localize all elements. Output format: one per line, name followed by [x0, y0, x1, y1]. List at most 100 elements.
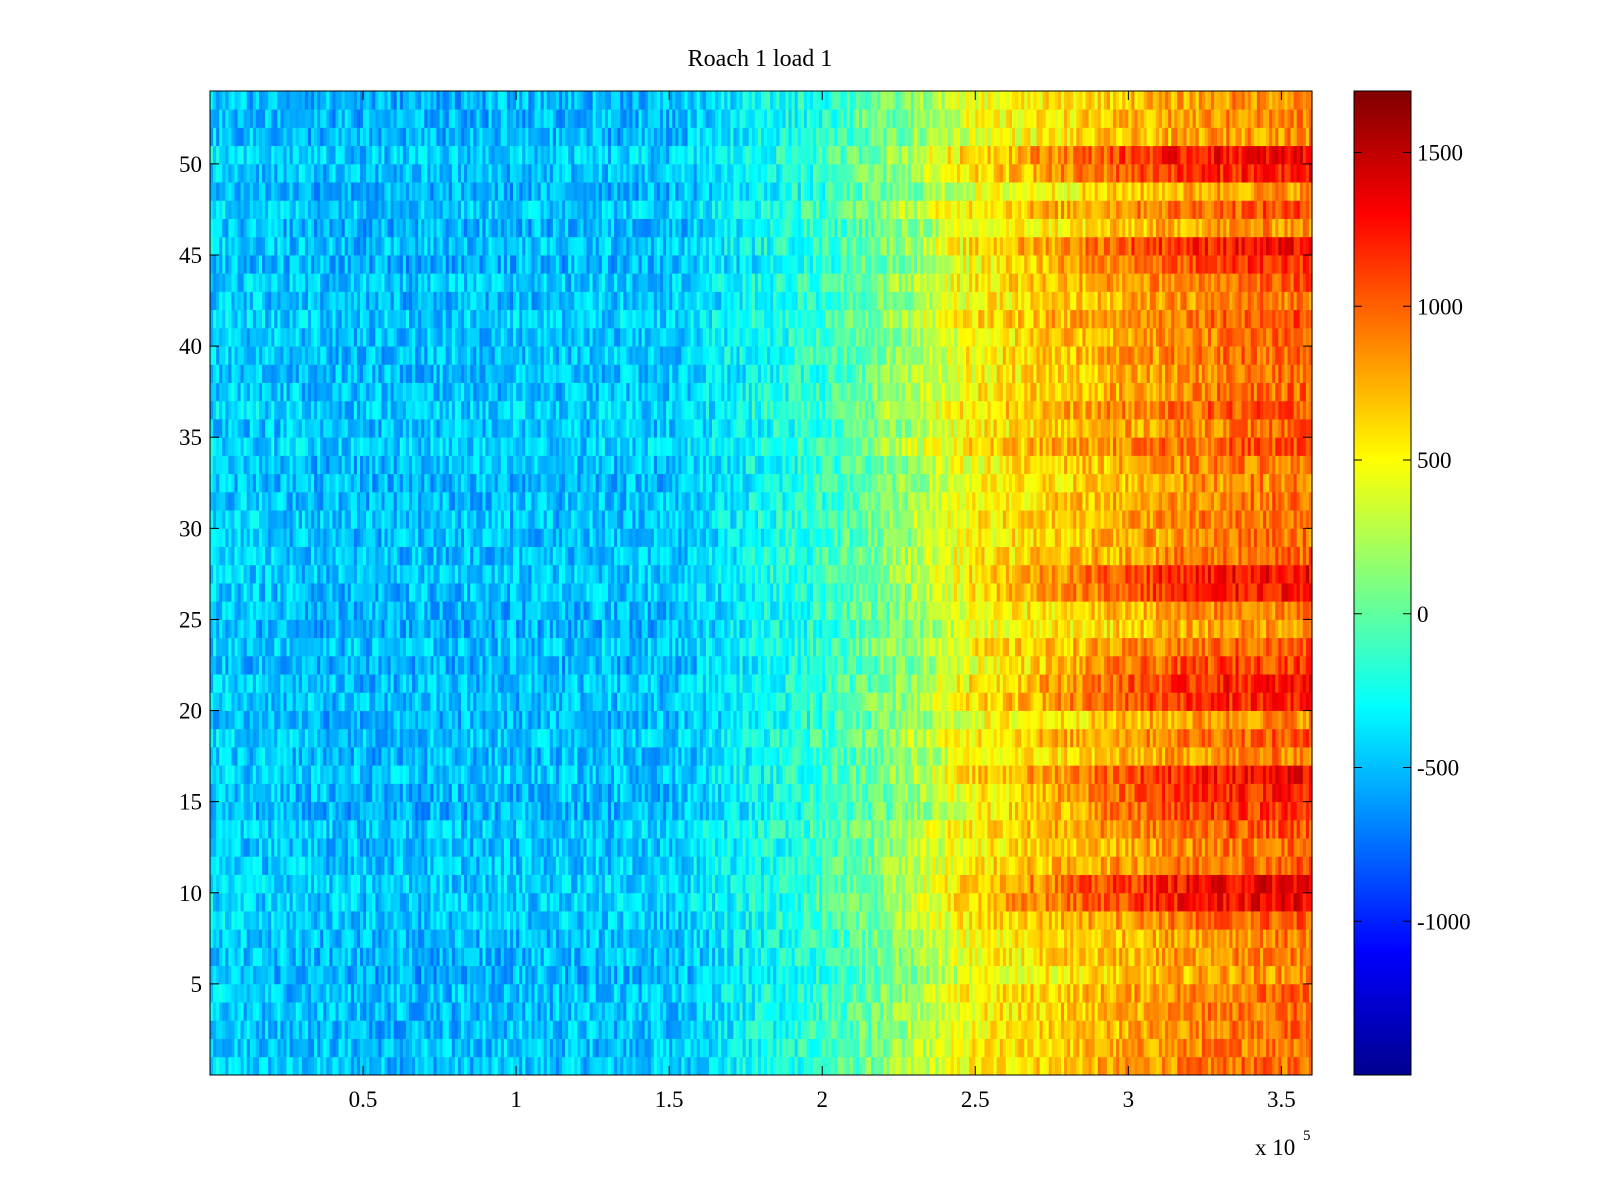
heatmap-cell — [855, 1038, 860, 1058]
heatmap-cell — [1030, 1020, 1035, 1039]
heatmap-cell — [262, 1002, 266, 1021]
heatmap-cell — [586, 819, 591, 839]
heatmap-cell — [650, 947, 655, 967]
heatmap-cell — [745, 874, 750, 894]
heatmap-cell — [543, 856, 548, 875]
heatmap-cell — [381, 965, 386, 985]
heatmap-cell — [1106, 1020, 1111, 1039]
heatmap-cell — [384, 856, 389, 875]
heatmap-cell — [696, 911, 701, 930]
heatmap-cell — [540, 874, 545, 894]
heatmap-cell — [816, 856, 820, 875]
heatmap-cell — [1272, 965, 1276, 985]
heatmap-cell — [972, 947, 976, 967]
heatmap-cell — [791, 1056, 796, 1076]
heatmap-cell — [779, 1020, 784, 1039]
heatmap-cell — [1308, 1056, 1313, 1076]
heatmap-cell — [332, 983, 337, 1003]
heatmap-cell — [350, 965, 355, 985]
heatmap-cell — [794, 892, 799, 912]
heatmap-cell — [950, 1056, 955, 1076]
heatmap-cell — [228, 965, 233, 985]
heatmap-cell — [932, 911, 937, 930]
heatmap-cell — [301, 929, 306, 948]
heatmap-cell — [497, 929, 502, 948]
heatmap-cell — [614, 1056, 618, 1076]
heatmap-cell — [1223, 929, 1227, 948]
heatmap-cell — [494, 1020, 499, 1039]
heatmap-cell — [589, 1056, 594, 1076]
heatmap-cell — [1186, 1038, 1191, 1058]
heatmap-cell — [611, 1056, 615, 1076]
heatmap-cell — [607, 929, 612, 948]
heatmap-cell — [1177, 856, 1181, 875]
heatmap-cell — [837, 1020, 842, 1039]
heatmap-cell — [690, 1020, 695, 1039]
heatmap-cell — [424, 965, 428, 985]
heatmap-cell — [436, 874, 441, 894]
heatmap-cell — [326, 1056, 330, 1076]
heatmap-cell — [295, 1056, 300, 1076]
heatmap-cell — [378, 1002, 383, 1021]
heatmap-cell — [990, 911, 995, 930]
heatmap-cell — [366, 947, 370, 967]
heatmap-cell — [653, 983, 658, 1003]
heatmap-cell — [681, 965, 686, 985]
heatmap-cell — [509, 856, 514, 875]
heatmap-cell — [794, 838, 799, 857]
heatmap-cell — [904, 983, 909, 1003]
heatmap-cell — [956, 819, 961, 839]
heatmap-cell — [779, 874, 784, 894]
heatmap-cell — [1051, 965, 1056, 985]
heatmap-cell — [632, 856, 637, 875]
heatmap-cell — [454, 892, 459, 912]
heatmap-cell — [764, 1056, 768, 1076]
heatmap-cell — [1226, 1038, 1230, 1058]
heatmap-cell — [748, 1002, 753, 1021]
heatmap-cell — [378, 856, 383, 875]
heatmap-cell — [1158, 856, 1163, 875]
heatmap-cell — [231, 947, 236, 967]
heatmap-cell — [415, 947, 419, 967]
heatmap-cell — [944, 1056, 949, 1076]
heatmap-cell — [1005, 874, 1010, 894]
heatmap-cell — [638, 965, 643, 985]
heatmap-cell — [1217, 1002, 1221, 1021]
heatmap-cell — [525, 1056, 529, 1076]
heatmap-cell — [1259, 983, 1264, 1003]
heatmap-cell — [231, 819, 236, 839]
heatmap-cell — [733, 965, 738, 985]
heatmap-cell — [1094, 983, 1099, 1003]
heatmap-cell — [1287, 965, 1292, 985]
heatmap-cell — [883, 1038, 888, 1058]
heatmap-cell — [663, 856, 667, 875]
heatmap-cell — [577, 929, 581, 948]
heatmap-cell — [923, 1038, 927, 1058]
heatmap-cell — [1051, 1020, 1056, 1039]
heatmap-cell — [1024, 965, 1028, 985]
heatmap-cell — [611, 874, 615, 894]
heatmap-cell — [1113, 947, 1117, 967]
heatmap-cell — [1192, 1038, 1197, 1058]
heatmap-cell — [788, 892, 793, 912]
heatmap-cell — [1076, 1020, 1080, 1039]
heatmap-cell — [433, 947, 438, 967]
heatmap-cell — [1088, 983, 1093, 1003]
heatmap-cell — [356, 911, 361, 930]
heatmap-cell — [473, 983, 477, 1003]
heatmap-cell — [963, 965, 967, 985]
heatmap-cell — [984, 1002, 989, 1021]
heatmap-cell — [1183, 929, 1188, 948]
heatmap-cell — [1002, 892, 1007, 912]
heatmap-cell — [819, 983, 823, 1003]
heatmap-cell — [776, 1038, 780, 1058]
heatmap-cell — [1250, 874, 1255, 894]
heatmap-cell — [1201, 947, 1206, 967]
heatmap-cell — [635, 892, 640, 912]
heatmap-cell — [525, 947, 529, 967]
heatmap-cell — [1097, 965, 1102, 985]
heatmap-cell — [347, 1056, 352, 1076]
heatmap-cell — [611, 856, 615, 875]
heatmap-cell — [1177, 892, 1181, 912]
heatmap-cell — [984, 1038, 989, 1058]
